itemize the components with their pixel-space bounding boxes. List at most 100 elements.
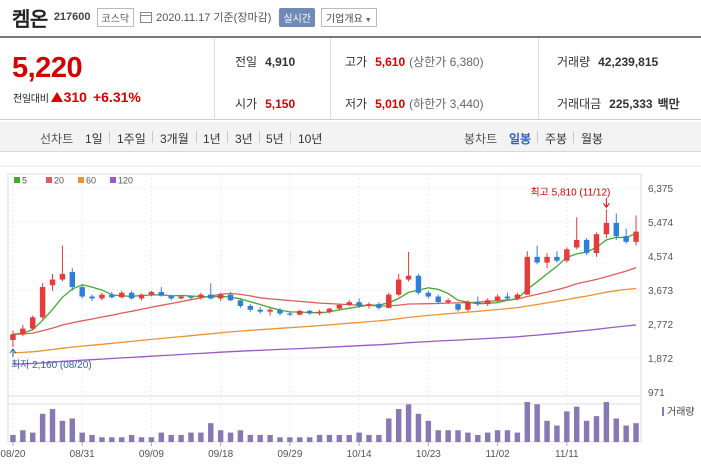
candle-body — [376, 304, 382, 308]
change-rate: +6.31% — [92, 89, 141, 105]
candle-body — [593, 234, 600, 254]
volume-bar — [475, 434, 481, 442]
volume-bar — [138, 437, 145, 442]
legend-swatch — [14, 177, 20, 183]
volume-bar — [89, 434, 95, 442]
volume-bar — [623, 425, 629, 442]
candle-body — [395, 279, 402, 295]
prev-close-label: 전일 — [235, 55, 258, 69]
volume-bar — [10, 434, 16, 442]
volume-bar — [524, 402, 530, 442]
y-tick-label: 1,872 — [648, 354, 673, 365]
y-tick-label: 6,375 — [648, 184, 673, 195]
candle-body — [99, 294, 105, 299]
volume-bar — [99, 437, 105, 442]
volume-bar — [39, 413, 46, 442]
price-plot-frame — [7, 173, 642, 405]
tab-divider — [196, 131, 197, 143]
candle-body — [336, 304, 343, 309]
volume-bar — [247, 434, 254, 442]
y-tick-label: 4,574 — [648, 252, 673, 263]
volume-bar — [30, 432, 36, 442]
min-arrow-icon — [9, 348, 17, 354]
candle-body — [148, 292, 155, 295]
calendar-icon — [140, 11, 153, 23]
volume-bar — [287, 437, 293, 442]
tab-1d[interactable]: 1일 — [85, 132, 103, 146]
up-arrow-icon — [50, 92, 63, 102]
volume-bar — [59, 420, 66, 442]
volume-bar — [188, 432, 194, 442]
tab-1y[interactable]: 1년 — [203, 132, 221, 146]
legend-swatch — [110, 177, 116, 183]
candle-body — [247, 305, 254, 310]
ma120-line — [12, 324, 637, 365]
max-arrow-icon — [602, 203, 610, 209]
candle-body — [524, 256, 530, 295]
volume-bar — [593, 416, 600, 442]
change-amount: 310 — [63, 89, 87, 105]
candle-chart-label: 봉차트 — [464, 132, 498, 146]
tab-monthly[interactable]: 월봉 — [581, 132, 604, 146]
volume-legend-swatch — [662, 407, 664, 416]
candle-body — [494, 296, 501, 301]
realtime-button[interactable]: 실시간 — [279, 7, 315, 27]
tab-divider — [227, 131, 228, 143]
volume-bar — [435, 430, 441, 442]
amount-unit: 백만 — [657, 97, 680, 111]
tab-10y[interactable]: 10년 — [298, 132, 323, 146]
candle-body — [267, 309, 273, 312]
tab-5y[interactable]: 5년 — [266, 132, 284, 146]
candlestick-chart: 6,375 5,474 4,574 3,673 2,772 1,872 971 08/20 08… — [0, 165, 701, 460]
candle-body — [59, 273, 66, 280]
amount-value: 225,333 — [609, 97, 653, 111]
volume-bar — [148, 437, 155, 442]
candle-body — [484, 300, 491, 305]
candle-body — [465, 302, 471, 310]
volume-bar — [494, 430, 501, 442]
legend-label: 5 — [22, 176, 27, 186]
candle-body — [158, 292, 165, 296]
candle-body — [119, 292, 125, 298]
line-chart-label: 선차트 — [40, 132, 74, 146]
volume-bar — [119, 437, 125, 442]
volume-bar — [237, 430, 244, 442]
volume-bar — [306, 437, 313, 442]
volume: 거래량 42,239,815 — [557, 53, 658, 70]
high-price: 고가 5,610 (상한가 6,380) — [345, 53, 484, 70]
volume-bar — [395, 409, 402, 442]
candle-body — [425, 292, 432, 297]
tab-3y[interactable]: 3년 — [235, 132, 253, 146]
tab-divider — [109, 131, 110, 143]
volume-legend-label: 거래량 — [667, 406, 695, 418]
volume-bar — [168, 434, 174, 442]
tab-1w[interactable]: 1주일 — [117, 132, 146, 146]
tab-daily[interactable]: 일봉 — [509, 132, 532, 146]
candle-body — [544, 256, 550, 263]
tab-divider — [259, 131, 260, 143]
min-price-annotation: 최저 2,160 (08/20) — [11, 359, 92, 371]
stock-code: 217600 — [53, 11, 91, 23]
volume-bar — [504, 430, 511, 442]
candle-body — [583, 239, 590, 254]
low-price: 저가 5,010 (하한가 3,440) — [345, 95, 484, 112]
candle-body — [326, 308, 333, 312]
candle-body — [306, 310, 313, 314]
candle-body — [30, 317, 36, 329]
volume-bar — [198, 432, 204, 442]
volume-bar — [158, 432, 165, 442]
volume-bar — [109, 437, 115, 442]
volume-bar — [613, 418, 619, 442]
candle-body — [573, 239, 580, 248]
tab-3m[interactable]: 3개월 — [160, 132, 189, 146]
tab-weekly[interactable]: 주봉 — [545, 132, 568, 146]
x-tick-label: 11/11 — [555, 449, 579, 460]
candle-body — [435, 296, 441, 303]
high-label: 고가 — [345, 55, 368, 69]
company-overview-dropdown[interactable]: 기업개요 ▼ — [320, 7, 377, 27]
volume-bar — [514, 432, 521, 442]
candle-body — [208, 294, 214, 299]
candle-body — [633, 231, 639, 242]
candle-body — [316, 311, 323, 314]
volume-plot-frame — [7, 395, 642, 443]
